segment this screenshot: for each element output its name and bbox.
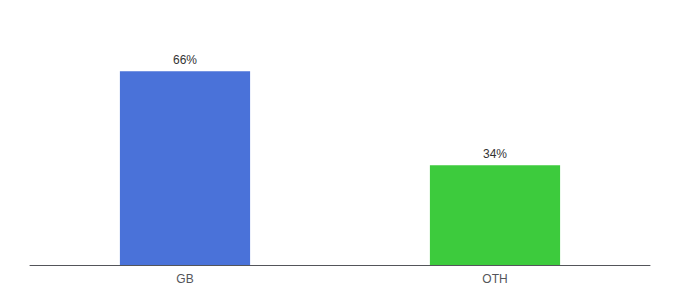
svg-text:GB: GB	[176, 272, 193, 286]
svg-text:34%: 34%	[483, 147, 507, 161]
svg-text:66%: 66%	[173, 53, 197, 67]
svg-text:OTH: OTH	[482, 272, 507, 286]
